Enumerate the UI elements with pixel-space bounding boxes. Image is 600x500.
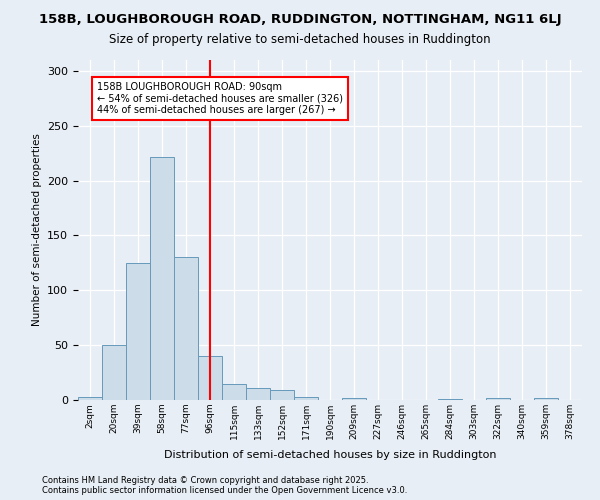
Bar [270,390,294,400]
Bar [150,156,174,400]
Bar [294,396,318,400]
Bar [78,396,102,400]
Bar [102,345,126,400]
Bar [342,398,366,400]
X-axis label: Distribution of semi-detached houses by size in Ruddington: Distribution of semi-detached houses by … [164,450,496,460]
Text: 158B LOUGHBOROUGH ROAD: 90sqm
← 54% of semi-detached houses are smaller (326)
44: 158B LOUGHBOROUGH ROAD: 90sqm ← 54% of s… [97,82,343,115]
Text: Contains HM Land Registry data © Crown copyright and database right 2025.
Contai: Contains HM Land Registry data © Crown c… [42,476,407,495]
Bar [246,388,270,400]
Text: Size of property relative to semi-detached houses in Ruddington: Size of property relative to semi-detach… [109,32,491,46]
Bar [534,398,558,400]
Bar [486,398,510,400]
Bar [438,399,462,400]
Bar [174,258,198,400]
Bar [222,384,246,400]
Bar [126,263,150,400]
Y-axis label: Number of semi-detached properties: Number of semi-detached properties [32,134,41,326]
Bar [198,356,222,400]
Text: 158B, LOUGHBOROUGH ROAD, RUDDINGTON, NOTTINGHAM, NG11 6LJ: 158B, LOUGHBOROUGH ROAD, RUDDINGTON, NOT… [38,12,562,26]
